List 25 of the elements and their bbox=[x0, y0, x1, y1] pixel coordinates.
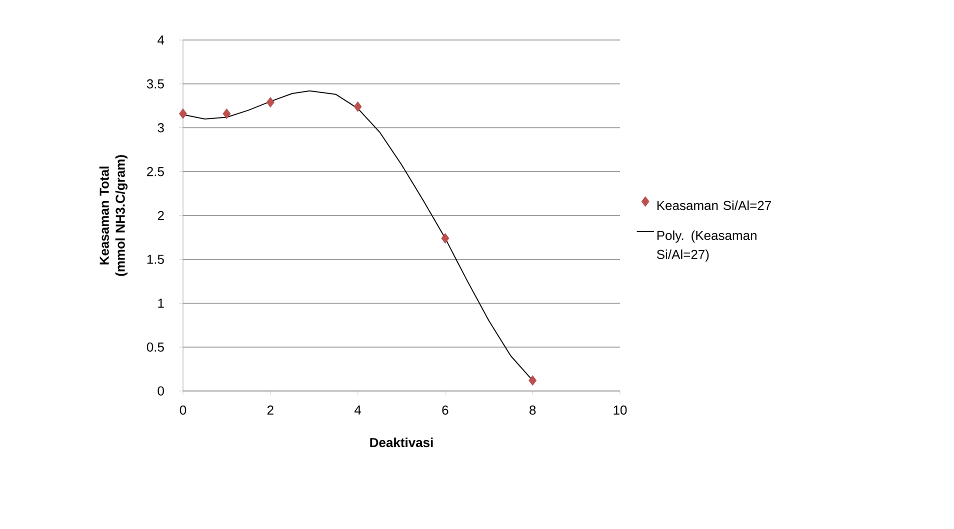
x-tick-label: 10 bbox=[614, 406, 627, 415]
legend-label: Poly. (Keasaman Si/Al=27) bbox=[656, 230, 756, 262]
y-tick-label: 3 bbox=[158, 123, 164, 132]
point bbox=[354, 101, 362, 112]
y-tick-label: 1 bbox=[158, 298, 164, 308]
y-tick-label: 4 bbox=[158, 36, 164, 44]
point bbox=[528, 375, 537, 386]
y-tick-label: 1.5 bbox=[147, 254, 164, 264]
y-tick-label: 0 bbox=[158, 386, 164, 396]
y-tick-label: 2.5 bbox=[147, 167, 164, 176]
y-axis-title: Keasaman Total (mmol NH3.C/gram) bbox=[99, 155, 128, 276]
point bbox=[441, 233, 450, 244]
x-tick-label: 2 bbox=[267, 406, 274, 415]
x-tick-label: 6 bbox=[442, 406, 448, 415]
x-axis-title: Deaktivasi bbox=[370, 438, 433, 448]
x-tick-label: 8 bbox=[530, 406, 536, 415]
point bbox=[266, 97, 274, 108]
legend-label: Keasaman Si/Al=27 bbox=[657, 200, 771, 210]
y-tick-label: 3.5 bbox=[146, 79, 164, 88]
y-tick-label: 0.5 bbox=[146, 342, 164, 352]
point bbox=[222, 108, 231, 119]
y-tick-label: 2 bbox=[158, 210, 164, 220]
x-tick-label: 4 bbox=[354, 406, 362, 414]
x-tick-label: 0 bbox=[180, 406, 186, 415]
point bbox=[179, 108, 187, 119]
